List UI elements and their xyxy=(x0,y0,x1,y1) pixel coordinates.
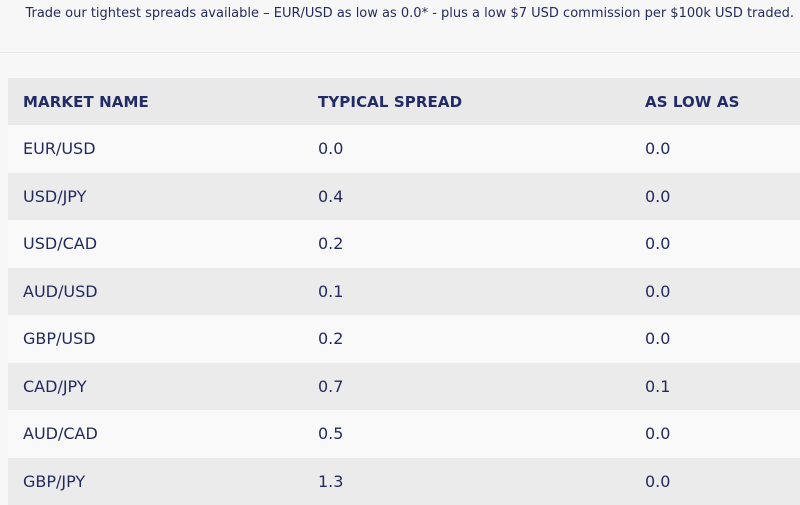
spreads-table: MARKET NAME TYPICAL SPREAD AS LOW AS EUR… xyxy=(8,78,800,505)
typical-spread-cell: 0.2 xyxy=(303,220,630,268)
as-low-as-cell: 0.0 xyxy=(630,267,800,315)
typical-spread-cell: 0.0 xyxy=(303,125,630,173)
header-typical-spread: TYPICAL SPREAD xyxy=(303,78,630,125)
table-row: AUD/USD 0.1 0.0 xyxy=(8,267,800,315)
table-header-row: MARKET NAME TYPICAL SPREAD AS LOW AS xyxy=(8,78,800,125)
table-row: USD/CAD 0.2 0.0 xyxy=(8,220,800,268)
as-low-as-cell: 0.0 xyxy=(630,172,800,220)
market-name-cell: AUD/USD xyxy=(8,267,303,315)
table-row: CAD/JPY 0.7 0.1 xyxy=(8,362,800,410)
as-low-as-cell: 0.0 xyxy=(630,220,800,268)
table-row: USD/JPY 0.4 0.0 xyxy=(8,172,800,220)
as-low-as-cell: 0.0 xyxy=(630,410,800,458)
intro-text: Trade our tightest spreads available – E… xyxy=(25,6,794,21)
as-low-as-cell: 0.0 xyxy=(630,315,800,363)
header-as-low-as: AS LOW AS xyxy=(630,78,800,125)
market-name-cell: USD/CAD xyxy=(8,220,303,268)
market-name-cell: GBP/JPY xyxy=(8,457,303,505)
market-name-cell: USD/JPY xyxy=(8,172,303,220)
market-name-cell: CAD/JPY xyxy=(8,362,303,410)
typical-spread-cell: 0.7 xyxy=(303,362,630,410)
table-row: EUR/USD 0.0 0.0 xyxy=(8,125,800,173)
typical-spread-cell: 0.1 xyxy=(303,267,630,315)
spreads-table-container: MARKET NAME TYPICAL SPREAD AS LOW AS EUR… xyxy=(8,78,800,505)
table-row: GBP/JPY 1.3 0.0 xyxy=(8,457,800,505)
market-name-cell: EUR/USD xyxy=(8,125,303,173)
market-name-cell: AUD/CAD xyxy=(8,410,303,458)
typical-spread-cell: 0.2 xyxy=(303,315,630,363)
market-name-cell: GBP/USD xyxy=(8,315,303,363)
typical-spread-cell: 0.4 xyxy=(303,172,630,220)
table-row: GBP/USD 0.2 0.0 xyxy=(8,315,800,363)
typical-spread-cell: 1.3 xyxy=(303,457,630,505)
as-low-as-cell: 0.1 xyxy=(630,362,800,410)
as-low-as-cell: 0.0 xyxy=(630,125,800,173)
table-row: AUD/CAD 0.5 0.0 xyxy=(8,410,800,458)
header-market-name: MARKET NAME xyxy=(8,78,303,125)
typical-spread-cell: 0.5 xyxy=(303,410,630,458)
intro-banner: Trade our tightest spreads available – E… xyxy=(0,0,800,53)
as-low-as-cell: 0.0 xyxy=(630,457,800,505)
